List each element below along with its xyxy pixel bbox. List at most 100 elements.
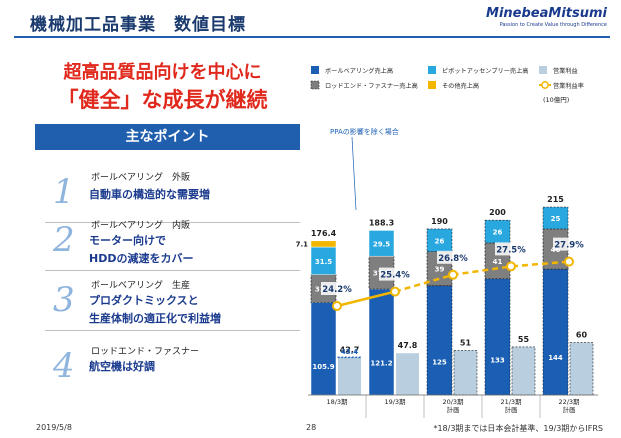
operating-margin-point xyxy=(390,286,400,297)
bar-total-label: 176.4 xyxy=(311,229,337,238)
legend-swatch-other xyxy=(428,81,436,89)
bar-total-label: 190 xyxy=(431,217,448,226)
headline-line-2: 「健全」な成長が継続 xyxy=(57,88,268,112)
accounting-note: *18/3期までは日本会計基準、19/3期からIFRS xyxy=(433,424,603,433)
point-text-line-1: 自動車の構造的な需要増 xyxy=(89,188,210,201)
x-tick-label: 計画 xyxy=(505,405,518,414)
bar-pivot xyxy=(542,206,569,230)
operating-margin-label-bg xyxy=(553,237,585,251)
bar-label-rod: 39 xyxy=(435,266,445,274)
bar-operating-income-label: 60 xyxy=(576,331,588,340)
point-text-line-2: HDDの減速をカバー xyxy=(89,252,194,265)
bar-label-bb: 144 xyxy=(548,354,563,362)
logo-name: MinebeaMitsumi xyxy=(486,6,607,21)
company-logo: MinebeaMitsumi Passion to Create Value t… xyxy=(486,6,607,28)
ppa-note-leader xyxy=(351,136,357,211)
bar-operating-income xyxy=(396,353,419,395)
bar-label-bb: 105.9 xyxy=(312,363,334,371)
bar-label-other: 7.1 xyxy=(296,240,309,248)
bar-operating-income-label: 55 xyxy=(518,335,530,344)
x-tick-label: 計画 xyxy=(563,405,576,414)
operating-margin-label: 27.9% xyxy=(554,241,584,251)
bar-operating-income xyxy=(453,350,478,396)
bar-bb xyxy=(368,288,395,396)
bar-total-label: 188.3 xyxy=(369,218,394,227)
x-tick-label: 22/3期 xyxy=(558,398,580,406)
title-divider xyxy=(14,36,610,38)
legend-label-opm: 営業利益率 xyxy=(553,82,584,90)
bar-label-pivot: 26 xyxy=(435,237,445,245)
operating-margin-line-plan xyxy=(394,260,570,293)
point-text-line-1: モーター向けで xyxy=(89,234,166,247)
bar-bb xyxy=(426,285,453,396)
legend-label-other: その他売上高 xyxy=(442,82,479,90)
bar-operating-income-label: 51 xyxy=(460,338,472,347)
bar-pivot xyxy=(368,230,395,257)
legend-label-pivot: ピボットアッセンブリー売上高 xyxy=(442,67,528,75)
bar-operating-income xyxy=(569,342,594,396)
legend-swatch-pivot xyxy=(428,66,436,74)
point-category: ボールベアリング 内販 xyxy=(91,221,191,231)
point-number: 3 xyxy=(53,280,75,320)
point-number: 4 xyxy=(53,346,75,386)
operating-margin-label: 27.5% xyxy=(496,245,526,255)
operating-margin-label: 26.8% xyxy=(438,254,468,264)
operating-margin-label-bg xyxy=(437,250,469,264)
bar-label-bb: 121.2 xyxy=(370,359,392,367)
point-item-1: 1 ボールベアリング 外販 自動車の構造的な需要増 xyxy=(45,164,300,223)
operating-margin-label: 25.4% xyxy=(380,271,410,281)
operating-margin-line-actual xyxy=(336,290,396,308)
legend-label-bb: ボールベアリング売上高 xyxy=(325,67,393,75)
point-item-3: 3 ボールベアリング 生産 プロダクトミックスと 生産体制の適正化で利益増 xyxy=(45,272,300,331)
bar-label-pivot: 29.5 xyxy=(373,240,390,248)
operating-margin-label-bg xyxy=(379,267,411,281)
bar-other xyxy=(310,240,337,248)
bar-bb xyxy=(484,278,511,396)
bar-bb xyxy=(542,268,569,396)
bar-total-label: 215 xyxy=(547,195,564,204)
bar-operating-income-label: 47.8 xyxy=(398,341,418,350)
bar-pivot xyxy=(310,246,337,275)
operating-margin-point xyxy=(506,261,516,272)
bar-total-label: 200 xyxy=(489,208,506,217)
operating-margin-point xyxy=(448,269,458,280)
point-category: ボールベアリング 外販 xyxy=(91,173,191,183)
bar-label-pivot: 31.5 xyxy=(315,258,332,266)
bar-label-pivot: 25 xyxy=(551,215,561,223)
x-tick-label: 計画 xyxy=(447,405,460,414)
legend-label-rod: ロッドエンド・ファスナー売上高 xyxy=(325,82,418,90)
point-item-4: 4 ロッドエンド・ファスナー 航空機は好調 xyxy=(45,338,300,396)
ppa-excluded-label: 43.4 xyxy=(341,348,358,356)
bar-operating-income xyxy=(338,357,361,395)
points-header: 主なポイント xyxy=(35,124,300,150)
logo-tagline: Passion to Create Value through Differen… xyxy=(499,22,607,28)
point-text-line-1: 航空機は好調 xyxy=(89,360,155,373)
legend-label-op: 営業利益 xyxy=(553,67,578,75)
point-category: ロッドエンド・ファスナー xyxy=(91,347,200,357)
point-category: ボールベアリング 生産 xyxy=(91,281,191,291)
operating-margin-point xyxy=(564,256,574,267)
operating-margin-label-bg xyxy=(321,282,353,295)
operating-margin-label-bg xyxy=(495,242,527,256)
bar-label-bb: 133 xyxy=(490,356,505,364)
point-number: 2 xyxy=(53,220,75,260)
bar-operating-income-label: 42.7 xyxy=(340,346,360,355)
bar-label-pivot: 26 xyxy=(493,229,503,237)
point-text-line-1: プロダクトミックスと xyxy=(89,294,199,307)
page-number: 28 xyxy=(306,423,317,432)
legend-swatch-bb xyxy=(311,66,319,74)
operating-margin-label: 24.2% xyxy=(322,285,352,295)
legend-marker-operating-margin xyxy=(541,81,549,89)
point-text-line-2: 生産体制の適正化で利益増 xyxy=(89,312,221,325)
x-tick-label: 21/3期 xyxy=(500,398,522,406)
point-item-2: 2 ボールベアリング 内販 モーター向けで HDDの減速をカバー xyxy=(45,212,300,271)
x-tick-label: 18/3期 xyxy=(326,398,348,406)
bar-label-rod: 41 xyxy=(493,258,503,266)
ppa-excluded-segment xyxy=(337,356,362,359)
bar-bb xyxy=(310,302,337,396)
x-tick-label: 20/3期 xyxy=(442,398,464,406)
unit-label: (10億円) xyxy=(543,95,569,104)
x-tick-label: 19/3期 xyxy=(384,398,406,406)
point-number: 1 xyxy=(53,172,75,212)
